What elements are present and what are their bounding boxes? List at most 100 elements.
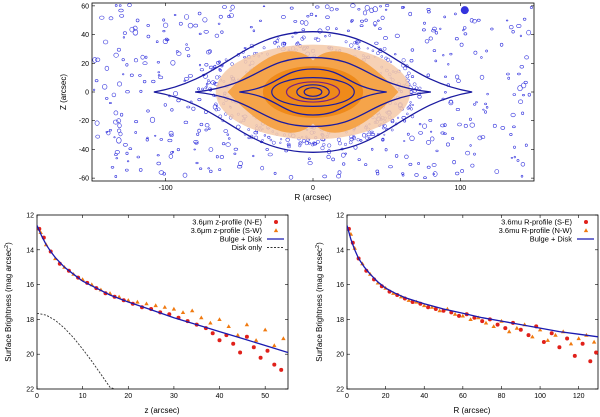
noise-contour [336, 137, 341, 142]
noise-contour [372, 21, 378, 27]
data-point-circle [426, 305, 431, 310]
noise-contour [359, 19, 364, 23]
noise-contour [252, 154, 255, 158]
noise-contour [510, 156, 514, 159]
noise-contour [444, 75, 447, 78]
noise-contour [183, 120, 189, 124]
data-point-triangle [545, 338, 550, 342]
noise-contour [316, 139, 320, 144]
noise-contour [403, 140, 406, 142]
noise-contour [196, 132, 200, 136]
noise-contour [220, 30, 224, 34]
noise-contour [293, 20, 298, 23]
noise-contour [326, 154, 331, 159]
noise-contour [306, 15, 310, 18]
noise-contour [258, 19, 262, 22]
noise-contour [178, 21, 183, 26]
noise-contour [109, 102, 112, 105]
noise-contour [473, 50, 478, 55]
noise-contour [526, 29, 532, 36]
noise-contour [94, 79, 99, 83]
noise-contour [469, 122, 475, 128]
noise-contour [407, 71, 411, 76]
noise-contour [435, 149, 439, 153]
noise-contour [343, 142, 348, 146]
noise-contour [163, 22, 169, 28]
noise-contour [126, 160, 130, 163]
noise-contour [170, 60, 176, 66]
br-y-label-main: Surface Brightness (mag arcsec [315, 248, 324, 362]
noise-contour [485, 49, 488, 53]
data-point-triangle [226, 324, 231, 328]
noise-contour [307, 161, 313, 166]
noise-contour [271, 140, 276, 145]
noise-contour [410, 48, 415, 52]
noise-contour [122, 73, 125, 76]
noise-contour [455, 108, 461, 112]
noise-contour [463, 32, 468, 36]
noise-contour [423, 21, 426, 25]
noise-contour [513, 145, 516, 149]
noise-contour [401, 172, 405, 175]
noise-contour [394, 33, 400, 39]
noise-contour [409, 135, 415, 142]
noise-contour [114, 175, 118, 179]
noise-contour [117, 123, 122, 129]
noise-contour [207, 79, 210, 82]
intensity-fill-regions [215, 44, 411, 140]
noise-contour [510, 112, 516, 118]
noise-contour [208, 147, 214, 152]
noise-contour [473, 103, 477, 106]
noise-contour [296, 41, 300, 44]
bl-legend: 3.6μm z-profile (N-E)3.6μm z-profile (S-… [191, 218, 284, 252]
noise-contour [448, 100, 454, 106]
br-data-series [347, 225, 598, 364]
noise-contour [301, 139, 307, 143]
noise-contour [287, 143, 290, 147]
noise-contour [185, 46, 190, 51]
noise-contour [159, 138, 164, 141]
noise-contour [154, 134, 157, 137]
noise-contour [324, 34, 327, 38]
noise-contour [117, 81, 123, 87]
noise-contour [373, 24, 377, 27]
noise-contour [133, 58, 139, 63]
noise-contour [364, 163, 368, 166]
noise-contour [233, 152, 237, 155]
noise-contour [519, 65, 524, 69]
bl-x-axis-label: z (arcsec) [144, 406, 179, 415]
noise-contour [342, 162, 346, 166]
noise-contour [506, 72, 510, 76]
data-point-triangle [568, 341, 574, 346]
noise-contour [104, 65, 110, 71]
noise-contour [431, 163, 437, 168]
noise-contour [214, 108, 218, 112]
noise-contour [521, 82, 527, 89]
data-point-circle [557, 345, 562, 350]
noise-contour [362, 10, 368, 16]
data-point-triangle [281, 336, 286, 341]
noise-contour [349, 43, 354, 48]
noise-contour [325, 15, 330, 19]
data-point-circle [580, 341, 585, 346]
noise-contour [289, 6, 294, 10]
noise-contour [149, 116, 156, 123]
noise-contour [322, 143, 326, 147]
data-point-circle [549, 331, 554, 336]
noise-contour [427, 10, 431, 14]
isophote-contour [285, 81, 341, 103]
noise-contour [371, 49, 375, 53]
noise-contour [199, 68, 204, 72]
noise-contour [432, 49, 437, 52]
noise-contour [280, 138, 283, 141]
data-point-triangle [190, 308, 195, 313]
data-point-triangle [135, 299, 140, 304]
noise-contour [197, 87, 201, 91]
data-point-triangle [591, 339, 597, 344]
noise-contour [384, 8, 388, 11]
x-tick-label: 0 [345, 393, 349, 400]
x-tick-label: 60 [459, 393, 467, 400]
noise-contour [449, 52, 453, 56]
noise-contour [122, 36, 125, 39]
noise-contour [95, 134, 100, 139]
